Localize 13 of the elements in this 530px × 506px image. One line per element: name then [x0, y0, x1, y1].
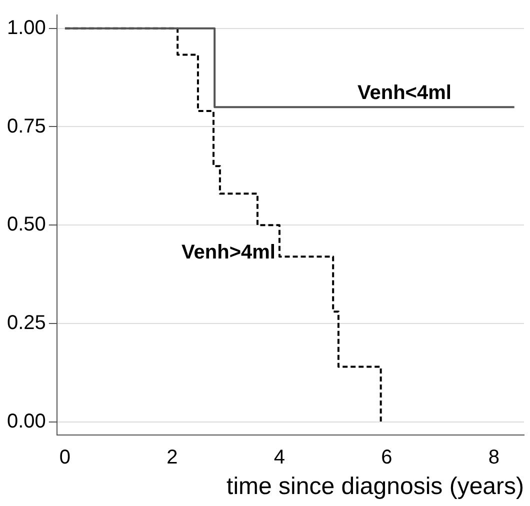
y-tick-label: 0.25: [6, 312, 46, 334]
x-tick-label: 8: [488, 446, 500, 469]
x-tick-label: 0: [59, 446, 71, 469]
series-label: Venh>4ml: [182, 242, 276, 264]
y-tick-label: 0.75: [6, 115, 46, 138]
y-tick-label: 1.00: [6, 16, 46, 39]
series-label: Venh<4ml: [357, 82, 452, 104]
x-tick-label: 6: [381, 446, 392, 469]
x-axis-title: time since diagnosis (years): [226, 473, 524, 500]
y-tick-label: 0.00: [6, 410, 46, 432]
x-tick-label: 2: [166, 446, 178, 469]
x-tick-label: 4: [274, 446, 286, 469]
y-tick-label: 0.50: [6, 214, 46, 236]
